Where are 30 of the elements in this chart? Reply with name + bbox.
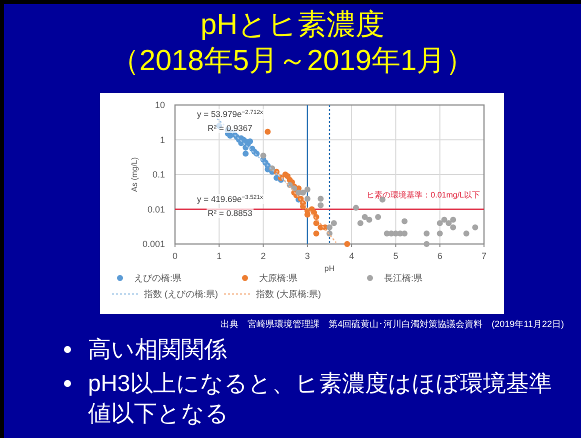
chart-title: pHとヒ素濃度 [199, 8, 386, 42]
x-tick-label: 0 [172, 251, 178, 261]
source-note: 出典 宮崎県環境管理課 第4回硫黄山･河川白濁対策協議会資料 (2019年11月22日) [220, 318, 564, 331]
annotation: R² = 0.8853 [208, 208, 253, 218]
x-tick-label: 5 [393, 251, 398, 261]
legend-label: 指数 (えびの橋:県) [143, 289, 218, 299]
annotation: y = 53.979e$^{−2.712x}$ [197, 109, 264, 119]
x-tick-label: 6 [437, 251, 442, 261]
legend-label: 大原橋:県 [259, 273, 298, 283]
legend-label: えびの橋:県 [134, 273, 182, 283]
y-tick-label: 10 [154, 100, 165, 110]
y-tick-label: 1 [160, 134, 165, 145]
x-tick-label: 1 [216, 251, 222, 261]
legend-label: 指数 (大原橋:県) [255, 289, 321, 299]
annotation: R² = 0.9367 [208, 123, 253, 133]
text: 高い相関関係 [87, 335, 228, 364]
y-tick-label: 0.01 [147, 204, 165, 214]
x-tick-label: 3 [304, 251, 310, 261]
y-tick-label: 0.1 [152, 170, 165, 180]
chart-subtitle: （2018年5月～2019年1月） [109, 44, 476, 78]
x-tick-label: 7 [481, 251, 487, 261]
text: pH3以上になると、ヒ素濃度はほぼ環境基準値以下となる [87, 369, 554, 428]
y-tick-label: 0.001 [142, 239, 165, 249]
legend-label: 長江橋:県 [384, 273, 423, 283]
x-axis-title: pH [324, 264, 335, 273]
annotation: y = 419.69e$^{−3.521x}$ [197, 194, 264, 204]
x-tick-label: 4 [349, 251, 354, 261]
x-tick-label: 2 [260, 251, 266, 261]
ref-line-label: ヒ素の環境基準：0.01mg/L以下 [366, 190, 480, 200]
y-axis-title: As (mg/L) [130, 156, 139, 192]
